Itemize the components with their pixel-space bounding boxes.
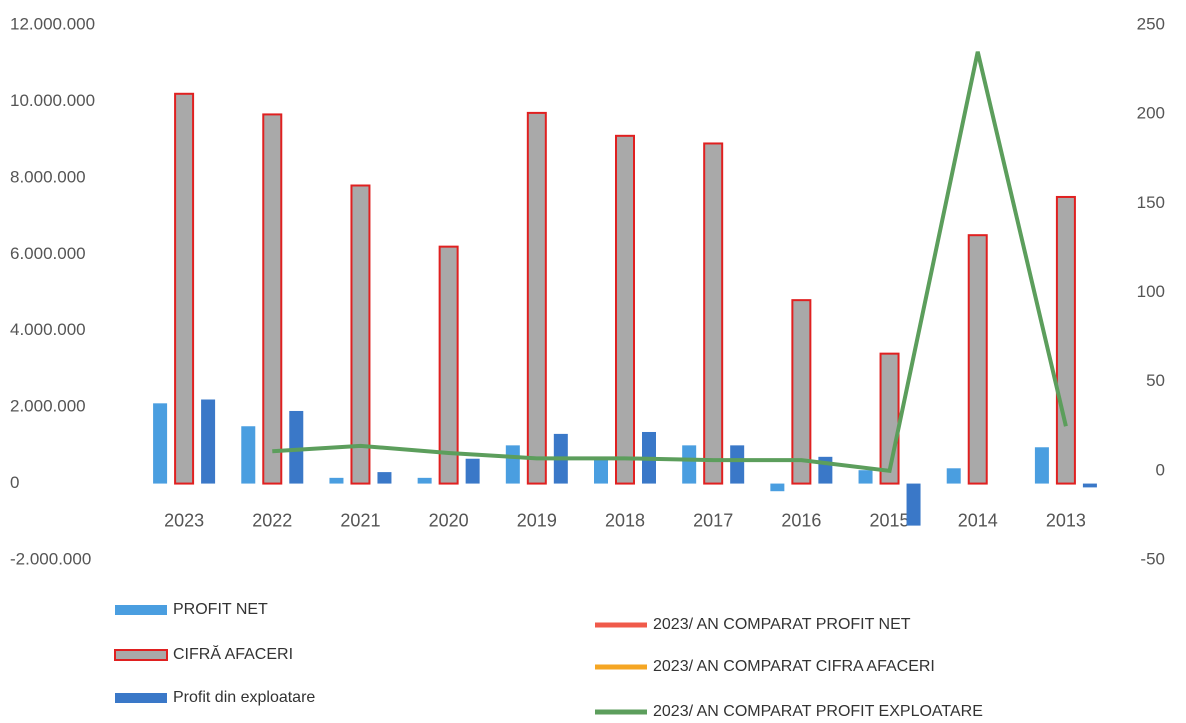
bar [730,445,745,484]
bar [241,426,256,484]
legend-swatch [114,649,168,661]
bar [967,234,988,485]
legend-label: 2023/ AN COMPARAT CIFRA AFACERI [653,658,935,675]
bar [1034,447,1049,484]
legend-swatch [115,605,167,615]
y-tick-label: -2.000.000 [10,549,91,568]
x-tick-label: 2016 [781,510,821,530]
bar [377,472,392,484]
y-tick-label: 0 [10,473,19,492]
x-tick-label: 2015 [870,510,910,530]
bar [946,468,961,484]
x-tick-label: 2018 [605,510,645,530]
bar [791,299,812,485]
y-tick-label: 6.000.000 [10,244,86,263]
bar [438,245,459,485]
y-tick-label: 12.000.000 [10,14,95,33]
y-tick-label: 2.000.000 [10,397,86,416]
bar [703,142,724,485]
bar [594,456,608,484]
bar [201,399,216,484]
legend-label: CIFRĂ AFACERI [173,644,293,663]
bar [526,111,547,485]
bar [465,458,480,484]
x-tick-label: 2017 [693,510,733,530]
x-tick-label: 2014 [958,510,998,530]
x-tick-label: 2022 [252,510,292,530]
y-tick-label: 4.000.000 [10,320,86,339]
y2-tick-label: 0 [1156,460,1165,479]
x-tick-label: 2019 [517,510,557,530]
y2-tick-label: 50 [1146,371,1165,390]
bar [906,483,921,526]
line [272,51,1068,474]
bar [615,134,635,485]
bar [505,445,520,484]
bar [350,184,371,485]
bar [417,477,432,484]
y-tick-label: 10.000.000 [10,91,95,110]
bar [1055,195,1076,485]
y2-tick-label: 150 [1137,193,1165,212]
x-tick-label: 2021 [340,510,380,530]
legend-label: 2023/ AN COMPARAT PROFIT NET [653,616,911,633]
bar [153,403,168,484]
legend-label: Profit din exploatare [173,689,315,706]
bar [858,470,873,484]
x-tick-label: 2020 [429,510,469,530]
legend-label: 2023/ AN COMPARAT PROFIT EXPLOATARE [653,703,983,720]
bar [682,445,697,484]
y2-tick-label: 100 [1137,282,1165,301]
bar [1082,483,1097,488]
legend-swatch [115,693,167,703]
bar [262,113,283,485]
x-tick-label: 2023 [164,510,204,530]
y2-tick-label: 250 [1137,14,1165,33]
bar [174,92,195,485]
y2-tick-label: 200 [1137,104,1165,123]
legend-label: PROFIT NET [173,601,268,618]
bar [329,477,344,484]
bar [770,483,785,492]
y-tick-label: 8.000.000 [10,167,86,186]
y2-tick-label: -50 [1140,549,1165,568]
x-tick-label: 2013 [1046,510,1086,530]
bar [289,410,304,484]
